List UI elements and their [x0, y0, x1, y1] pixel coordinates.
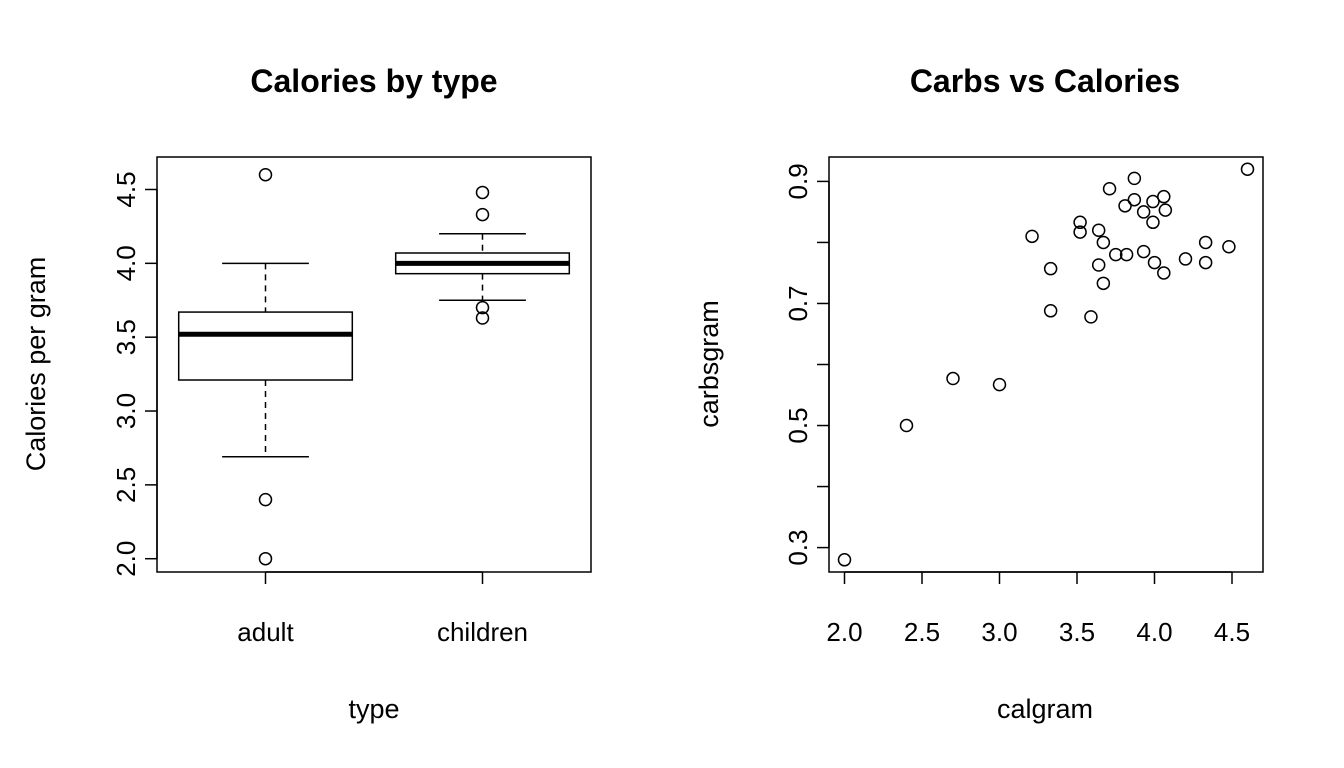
scatter-point — [992, 377, 1007, 392]
boxplot-y-tick-label: 2.0 — [111, 541, 141, 577]
scatter-point — [1102, 181, 1117, 196]
scatter-point — [1043, 304, 1058, 318]
scatter-point — [1222, 239, 1236, 254]
scatter-x-axis-label: calgram — [997, 694, 1093, 724]
scatter-point — [1119, 247, 1134, 262]
scatter-y-tick-label: 0.3 — [783, 530, 813, 566]
outlier-point — [475, 185, 490, 200]
scatter-x-tick-label: 2.5 — [904, 617, 940, 647]
boxplot-y-tick-label: 3.5 — [111, 319, 141, 355]
boxplot-y-tick-label: 2.5 — [111, 467, 141, 503]
scatter-point — [899, 418, 914, 433]
scatter-point — [1240, 162, 1255, 176]
scatter-point — [1043, 261, 1058, 276]
boxplot-y-tick-label: 4.0 — [111, 245, 141, 281]
scatter-point — [1136, 205, 1151, 219]
boxplot-y-tick-label: 4.5 — [111, 171, 141, 207]
scatter-point — [1096, 235, 1111, 250]
scatter-plot-frame — [828, 156, 1264, 573]
boxplot-groups — [177, 167, 571, 566]
outlier-point — [475, 207, 490, 222]
box-group-adult — [177, 167, 354, 566]
outlier-point — [258, 167, 273, 182]
scatter-y-axis: 0.3 0.5 0.7 0.9 — [783, 163, 830, 566]
scatter-point — [1073, 215, 1087, 230]
boxplot-x-tick-label-children: children — [437, 617, 528, 647]
scatter-x-axis: 2.0 2.5 3.0 3.5 4.0 4.5 — [826, 571, 1250, 647]
scatter-point — [1091, 258, 1106, 272]
scatter-panel: Carbs vs Calories calgram carbsgram 0.30… — [694, 63, 1264, 724]
scatter-point — [1096, 276, 1111, 291]
scatter-point — [837, 553, 852, 567]
scatter-y-tick-label: 0.7 — [783, 285, 813, 321]
scatter-point — [1084, 310, 1098, 324]
scatter-point — [1136, 244, 1151, 259]
boxplot-x-tick-label-adult: adult — [237, 617, 294, 647]
scatter-point — [1146, 194, 1160, 209]
boxplot-x-axis-label: type — [348, 694, 399, 724]
boxplot-y-axis: 2.0 2.5 3.0 3.5 4.0 4.5 — [111, 171, 158, 577]
scatter-title: Carbs vs Calories — [910, 63, 1180, 99]
scatter-point — [1109, 247, 1123, 262]
scatter-point — [1198, 255, 1213, 270]
outlier-point — [258, 551, 273, 566]
scatter-point — [1146, 215, 1160, 230]
scatter-point — [1178, 252, 1193, 266]
scatter-y-tick-label: 0.5 — [783, 407, 813, 443]
scatter-point — [1127, 192, 1142, 207]
scatter-x-tick-label: 3.5 — [1059, 617, 1095, 647]
scatter-y-axis-label: carbsgram — [694, 300, 724, 428]
scatter-x-tick-label: 4.0 — [1136, 617, 1172, 647]
boxplot-x-axis: adult children — [237, 571, 528, 647]
outlier-point — [475, 311, 490, 325]
scatter-y-tick-label: 0.9 — [783, 163, 813, 199]
scatter-point — [1091, 223, 1106, 237]
iqr-box — [177, 311, 354, 381]
scatter-x-tick-label: 4.5 — [1214, 617, 1250, 647]
scatter-point — [946, 371, 960, 386]
box-group-children — [394, 185, 571, 325]
scatter-point — [1198, 235, 1213, 250]
scatter-point — [1127, 171, 1142, 186]
boxplot-y-tick-label: 3.0 — [111, 393, 141, 429]
scatter-point — [1157, 189, 1171, 204]
outlier-point — [475, 300, 490, 315]
scatter-x-tick-label: 2.0 — [826, 617, 862, 647]
scatter-point — [1118, 199, 1132, 213]
scatter-point — [1147, 255, 1162, 270]
scatter-point — [1157, 266, 1171, 280]
scatter-points — [837, 162, 1255, 567]
scatter-x-tick-label: 3.0 — [981, 617, 1017, 647]
boxplot-panel: Calories by type type Calories per gram … — [21, 63, 592, 724]
scatter-point — [1073, 225, 1087, 239]
outlier-point — [258, 492, 273, 507]
scatter-point — [1025, 229, 1039, 244]
boxplot-title: Calories by type — [250, 63, 497, 99]
boxplot-y-axis-label: Calories per gram — [21, 257, 51, 472]
scatter-point — [1158, 203, 1173, 217]
